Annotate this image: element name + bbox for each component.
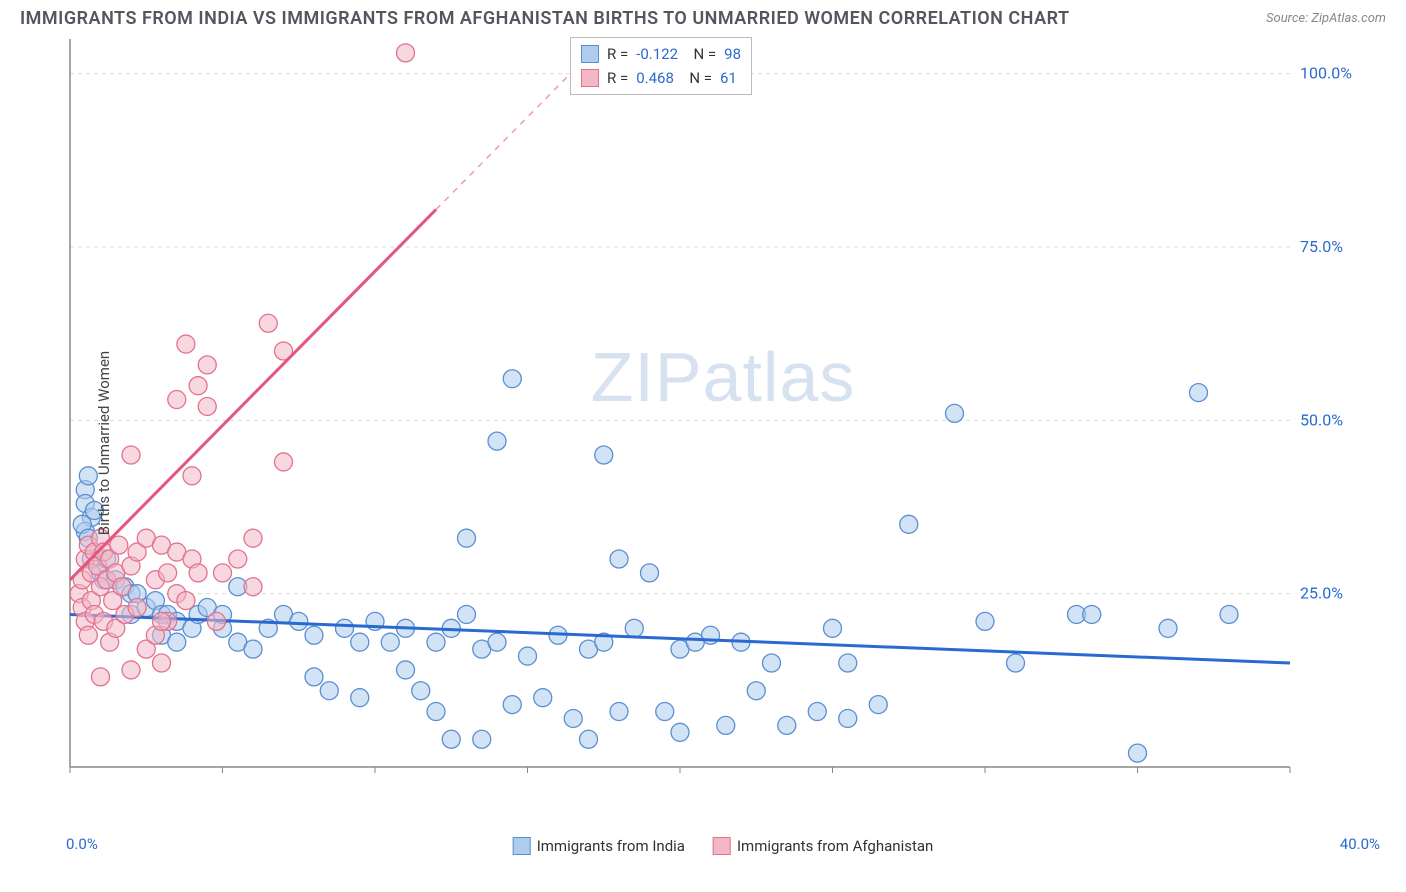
svg-text:25.0%: 25.0% (1300, 584, 1343, 603)
x-tick-min: 0.0% (66, 835, 98, 853)
svg-text:100.0%: 100.0% (1300, 64, 1352, 83)
correlation-legend: R =-0.122 N =98 R =0.468 N =61 (570, 37, 752, 95)
chart-area: Births to Unmarried Women 25.0% 50.0% 75.0… (60, 33, 1386, 853)
source-label: Source: ZipAtlas.com (1266, 11, 1386, 26)
scatter-plot: 25.0% 50.0% 75.0% 100.0% (60, 33, 1360, 803)
chart-title: IMMIGRANTS FROM INDIA VS IMMIGRANTS FROM… (20, 8, 1070, 29)
y-axis-label: Births to Unmarried Women (95, 351, 113, 535)
x-tick-max: 40.0% (1340, 835, 1380, 853)
svg-text:75.0%: 75.0% (1300, 237, 1343, 256)
header: IMMIGRANTS FROM INDIA VS IMMIGRANTS FROM… (0, 0, 1406, 33)
svg-text:50.0%: 50.0% (1300, 410, 1343, 429)
series-legend: Immigrants from IndiaImmigrants from Afg… (513, 837, 934, 855)
